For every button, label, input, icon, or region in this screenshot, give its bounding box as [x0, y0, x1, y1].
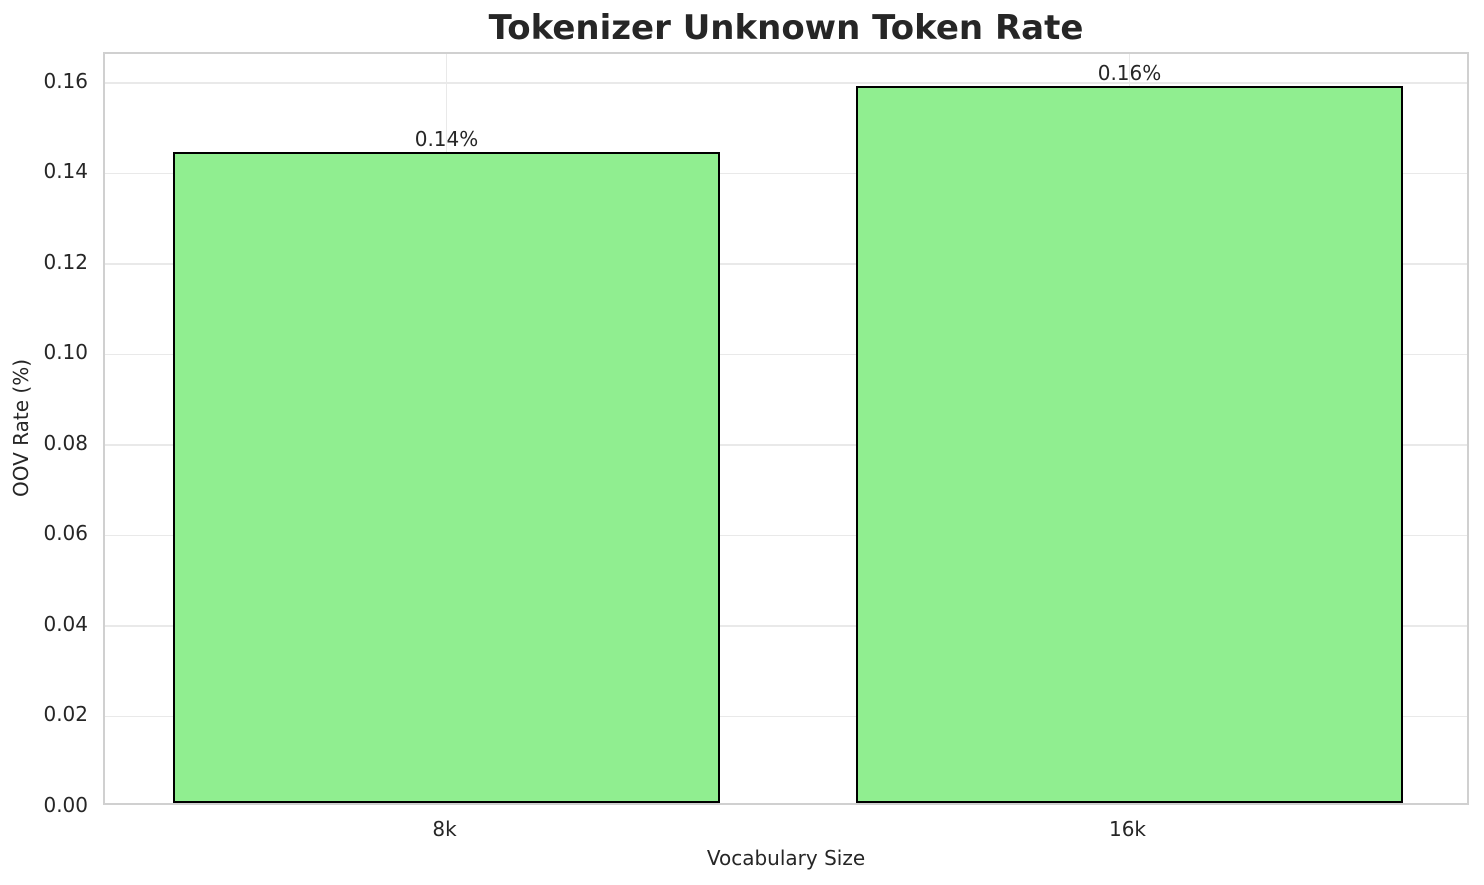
y-tick-label: 0.08	[43, 430, 88, 455]
bar	[173, 152, 720, 803]
x-axis-label: Vocabulary Size	[706, 846, 866, 870]
y-tick-label: 0.04	[43, 611, 88, 636]
y-tick-label: 0.14	[43, 159, 88, 184]
y-tick-label: 0.02	[43, 702, 88, 727]
bar	[856, 85, 1403, 803]
bar-layer	[105, 54, 1467, 803]
gridline-h	[105, 82, 1467, 84]
gridline-h	[105, 534, 1467, 537]
annotation-layer: 0.14% 0.16%	[105, 54, 1467, 803]
gridline-h	[105, 625, 1467, 627]
gridline-h	[105, 715, 1467, 718]
y-tick-label: 0.10	[43, 340, 88, 365]
y-tick-label: 0.16	[43, 68, 88, 93]
bar-value-label: 0.16%	[1097, 60, 1162, 85]
y-tick-label: 0.00	[43, 793, 88, 817]
x-tick-label: 16k	[1108, 817, 1147, 841]
y-tick-label: 0.06	[43, 521, 88, 546]
y-tick-label: 0.12	[43, 249, 88, 274]
bar-value-label: 0.14%	[414, 127, 479, 152]
y-axis-label: OOV Rate (%)	[9, 359, 33, 497]
plot-area: 0.14% 0.16%	[103, 52, 1469, 805]
chart-title: Tokenizer Unknown Token Rate	[488, 8, 1084, 48]
gridline-h	[105, 263, 1467, 265]
x-tick-label: 8k	[432, 817, 457, 841]
gridline-h	[105, 444, 1467, 446]
gridline-h	[105, 172, 1467, 175]
gridline-h	[105, 353, 1467, 356]
